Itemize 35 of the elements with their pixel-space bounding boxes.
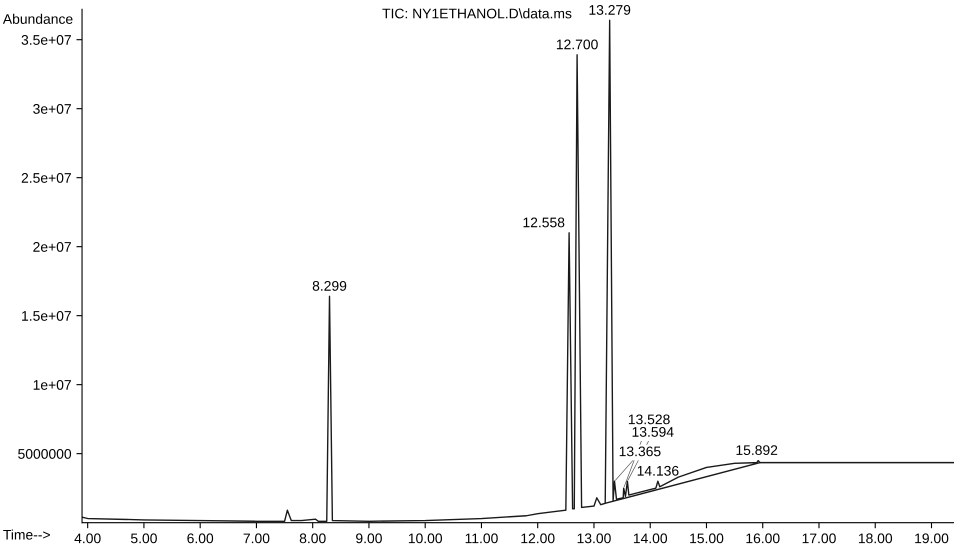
annotation: 12.558 <box>524 218 564 228</box>
y-tick-label: 2e+07 <box>33 242 71 252</box>
x-tick-label: 9.00 <box>356 533 382 544</box>
x-tick-label: 19.00 <box>915 533 948 544</box>
y-tick-label: 5000000 <box>18 448 72 459</box>
x-tick-label: 8.00 <box>300 533 326 544</box>
y-tick-label: 3e+07 <box>33 104 71 114</box>
annotation: 13.528 <box>628 414 670 424</box>
x-tick-label: 13.00 <box>578 533 611 544</box>
annotation: 14.136 <box>638 466 679 476</box>
x-tick-label: 14.00 <box>634 533 668 544</box>
x-tick-label: 10.00 <box>408 533 442 544</box>
chart-title: TIC: NY1ETHANOL.D\data.ms <box>382 8 572 18</box>
x-tick-label: 11.00 <box>466 533 498 544</box>
x-tick-label: 12.00 <box>521 533 555 544</box>
x-tick-label: 15.00 <box>690 533 724 544</box>
y-axis-title: Abundance <box>2 14 73 24</box>
y-tick-label: 1.5e+07 <box>22 311 71 321</box>
annotation: 15.892 <box>736 445 778 456</box>
x-tick-label: 17.00 <box>802 533 836 544</box>
y-tick-label: 3.5e+07 <box>22 35 71 45</box>
annotation: 12.700 <box>556 40 598 50</box>
x-tick-label: 18.00 <box>858 533 892 544</box>
x-tick-label: 7.00 <box>244 533 270 544</box>
annotation: 8.299 <box>312 280 346 291</box>
x-tick-label: 6.00 <box>187 533 214 544</box>
annotation: 13.594 <box>632 427 674 437</box>
x-tick-label: 4.00 <box>74 533 101 544</box>
annotation: 13.279 <box>589 5 630 15</box>
x-tick-label: 16.00 <box>746 533 780 544</box>
annotation: 13.365 <box>620 446 661 456</box>
x-tick-label: 5.00 <box>130 533 157 544</box>
y-tick-label: 1e+07 <box>34 380 71 390</box>
x-axis-title: Time--> <box>3 529 50 540</box>
y-tick-label: 2.5e+07 <box>22 173 71 183</box>
